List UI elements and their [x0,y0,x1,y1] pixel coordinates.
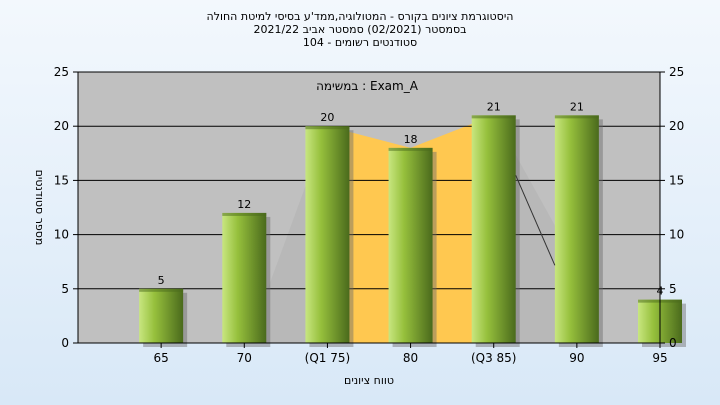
bar-1 [222,212,267,343]
chart-title-line-3: סטודנטים רשומים - 104 [302,36,418,49]
y-tick-label-right-1: 5 [669,282,677,296]
bar-top-1 [222,212,267,216]
x-axis-title: טווח ציונים [344,374,394,387]
data-label-1: 12 [237,198,251,211]
y-tick-label-left-1: 5 [61,282,69,296]
y-tick-label-right-3: 15 [669,173,684,187]
bar-top-0 [139,288,184,292]
bar-top-4 [471,115,516,119]
x-tick-label-6: 95 [652,351,667,365]
data-label-0: 5 [158,274,165,287]
bar-top-2 [305,126,350,130]
task-annotation: במשימה : Exam_A [316,79,419,93]
data-label-4: 21 [487,100,501,113]
chart-title-line-1: היסטוגרמת ציונים בקורס - המטולוגיה,ממד'ע… [206,10,514,23]
y-tick-label-right-4: 20 [669,119,684,133]
plot-frame [77,71,661,344]
x-tick-label-4: (Q3 85) [471,351,517,365]
x-tick-label-3: 80 [403,351,418,365]
x-tick-label-5: 90 [569,351,584,365]
data-label-2: 20 [320,111,334,124]
y-tick-label-left-0: 0 [61,336,69,350]
data-label-3: 18 [404,133,418,146]
y-tick-label-right-2: 10 [669,228,684,242]
x-tick-label-2: (Q1 75) [305,351,351,365]
y-tick-label-left-5: 25 [54,65,69,79]
bar-top-3 [388,147,433,151]
bar-top-5 [554,115,599,119]
y-tick-label-left-4: 20 [54,119,69,133]
y-tick-label-right-0: 0 [669,336,677,350]
chart-title-block: היסטוגרמת ציונים בקורס - המטולוגיה,ממד'ע… [0,10,720,49]
tail-connector-line [515,175,556,266]
bar-3 [388,147,433,343]
y-tick-label-left-3: 15 [54,173,69,187]
y-axis-title: מספר סטודנטים [33,170,46,246]
bar-2 [305,126,350,343]
bar-5 [554,115,599,343]
x-tick-label-1: 70 [237,351,252,365]
y-tick-label-right-5: 25 [669,65,684,79]
chart-title-line-2: בסמסטר (02/2021) סמסטר אביב 2021/22 [253,23,467,36]
bar-0 [139,288,184,343]
x-tick-label-0: 65 [154,351,169,365]
bar-4 [471,115,516,343]
data-label-5: 21 [570,100,584,113]
y-tick-label-left-2: 10 [54,228,69,242]
